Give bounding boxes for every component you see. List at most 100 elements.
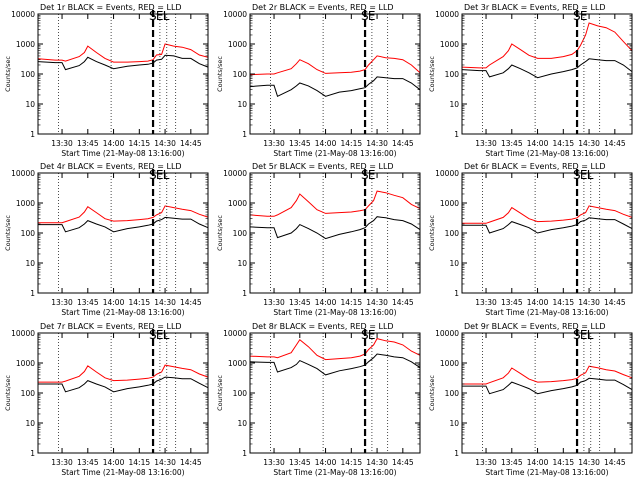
x-axis-label: Start Time (21-May-08 13:16:00) (61, 149, 184, 158)
y-tick-label: 100 (445, 70, 460, 79)
y-axis-label: Counts/sec (428, 56, 436, 92)
y-tick-label: 10000 (223, 10, 247, 19)
marker-s-label: S (361, 328, 369, 342)
marker-e-label: E (156, 168, 164, 182)
y-tick-label: 1 (30, 449, 35, 458)
marker-s-label: S (361, 9, 369, 23)
x-tick-label: 14:15 (341, 298, 363, 307)
x-tick-label: 14:00 (103, 139, 125, 148)
panel-title: Det 2r BLACK = Events, RED = LLD (252, 3, 394, 12)
x-tick-label: 14:15 (129, 298, 151, 307)
plot-frame (249, 332, 421, 454)
marker-s-label: S (573, 168, 581, 182)
x-tick-label: 14:15 (553, 298, 575, 307)
black-events-series-line (462, 377, 633, 395)
y-tick-label: 100 (21, 70, 36, 79)
x-axis-label: Start Time (21-May-08 13:16:00) (61, 468, 184, 477)
marker-e-label: E (580, 168, 588, 182)
panel-title: Det 1r BLACK = Events, RED = LLD (40, 3, 182, 12)
black-events-series-line (37, 54, 209, 71)
x-tick-label: 14:45 (180, 139, 202, 148)
y-tick-label: 10000 (11, 169, 35, 178)
x-tick-label: 14:45 (604, 298, 626, 307)
red-lld-series-line (249, 190, 421, 217)
y-tick-label: 1 (242, 289, 247, 298)
y-tick-label: 1000 (440, 199, 459, 208)
x-tick-label: 14:15 (129, 139, 151, 148)
red-lld-series-line (249, 55, 421, 76)
y-tick-label: 10000 (11, 10, 35, 19)
x-tick-label: 13:30 (51, 139, 73, 148)
y-tick-label: 10000 (435, 10, 459, 19)
x-tick-label: 13:30 (475, 298, 497, 307)
x-tick-label: 13:30 (475, 139, 497, 148)
marker-l-label: L (163, 328, 170, 342)
y-tick-label: 1000 (16, 359, 35, 368)
panel-title: Det 3r BLACK = Events, RED = LLD (464, 3, 606, 12)
marker-l-label: L (163, 9, 170, 23)
marker-e-label: E (156, 328, 164, 342)
x-axis-label: Start Time (21-May-08 13:16:00) (61, 308, 184, 317)
x-tick-label: 14:45 (604, 139, 626, 148)
x-tick-label: 14:00 (315, 139, 337, 148)
plot-frame (37, 332, 209, 454)
y-tick-label: 1000 (440, 359, 459, 368)
y-axis-label: Counts/sec (428, 215, 436, 251)
red-lld-series-line (461, 22, 633, 69)
y-tick-label: 1 (242, 449, 247, 458)
black-events-series-line (462, 217, 633, 234)
y-axis-label: Counts/sec (216, 215, 224, 251)
x-tick-label: 14:45 (392, 139, 414, 148)
y-tick-label: 10000 (11, 329, 35, 338)
x-tick-label: 13:30 (263, 298, 285, 307)
x-tick-label: 14:45 (392, 458, 414, 467)
x-axis-label: Start Time (21-May-08 13:16:00) (273, 149, 396, 158)
y-tick-label: 10 (449, 100, 459, 109)
red-lld-series-line (37, 43, 209, 63)
panel-title: Det 5r BLACK = Events, RED = LLD (252, 162, 394, 171)
y-tick-label: 1 (30, 130, 35, 139)
x-tick-label: 13:45 (289, 458, 311, 467)
marker-l-label: L (587, 168, 594, 182)
x-axis-label: Start Time (21-May-08 13:16:00) (273, 468, 396, 477)
y-tick-label: 10000 (435, 329, 459, 338)
x-tick-label: 14:00 (103, 298, 125, 307)
panel-title: Det 8r BLACK = Events, RED = LLD (252, 322, 394, 331)
marker-l-label: L (163, 168, 170, 182)
y-tick-label: 1000 (228, 359, 247, 368)
y-tick-label: 100 (233, 70, 248, 79)
x-tick-label: 13:45 (501, 458, 523, 467)
plot-frame (461, 332, 633, 454)
y-tick-label: 10 (449, 259, 459, 268)
panel-title: Det 6r BLACK = Events, RED = LLD (464, 162, 606, 171)
x-tick-label: 14:45 (180, 458, 202, 467)
black-events-series-line (249, 353, 421, 376)
marker-s-label: S (149, 168, 157, 182)
x-axis-label: Start Time (21-May-08 13:16:00) (485, 468, 608, 477)
red-lld-series-line (38, 364, 209, 383)
plot-frame (37, 13, 209, 135)
marker-l-label: L (587, 328, 594, 342)
black-events-series-line (38, 216, 209, 233)
y-tick-label: 1 (454, 449, 459, 458)
x-tick-label: 14:15 (129, 458, 151, 467)
x-tick-label: 14:30 (154, 298, 176, 307)
x-axis-label: Start Time (21-May-08 13:16:00) (273, 308, 396, 317)
black-events-series-line (38, 376, 209, 393)
x-tick-label: 14:15 (341, 458, 363, 467)
marker-s-label: S (149, 9, 157, 23)
plot-frame (461, 172, 633, 294)
panel-title: Det 7r BLACK = Events, RED = LLD (40, 322, 182, 331)
y-tick-label: 1 (454, 130, 459, 139)
marker-s-label: S (573, 9, 581, 23)
x-tick-label: 14:30 (366, 298, 388, 307)
y-axis-label: Counts/sec (4, 375, 12, 411)
x-tick-label: 13:45 (501, 139, 523, 148)
marker-e-label: E (368, 328, 376, 342)
